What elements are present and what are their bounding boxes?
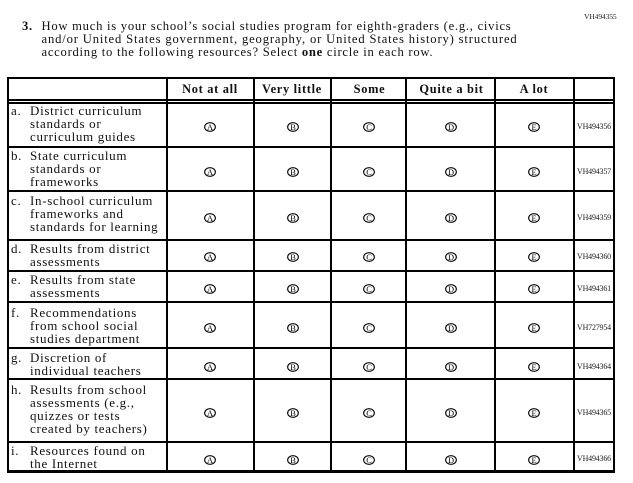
svg-text:C: C	[366, 285, 372, 294]
svg-text:D: D	[448, 214, 454, 223]
svg-text:A: A	[207, 363, 213, 372]
svg-text:D: D	[448, 455, 454, 464]
svg-text:E: E	[531, 455, 536, 464]
svg-text:C: C	[366, 214, 372, 223]
svg-text:D: D	[448, 285, 454, 294]
svg-text:B: B	[290, 123, 296, 132]
svg-text:C: C	[366, 252, 372, 261]
svg-text:B: B	[290, 285, 296, 294]
svg-text:D: D	[448, 324, 454, 333]
svg-text:A: A	[207, 324, 213, 333]
svg-text:C: C	[366, 324, 372, 333]
svg-text:B: B	[290, 324, 296, 333]
svg-text:C: C	[366, 455, 372, 464]
svg-text:E: E	[531, 123, 536, 132]
svg-text:A: A	[207, 455, 213, 464]
svg-text:E: E	[531, 168, 536, 177]
svg-text:C: C	[366, 363, 372, 372]
svg-text:D: D	[448, 409, 454, 418]
svg-text:A: A	[207, 168, 213, 177]
svg-text:B: B	[290, 252, 296, 261]
svg-text:B: B	[290, 168, 296, 177]
svg-text:A: A	[207, 252, 213, 261]
svg-text:B: B	[290, 409, 296, 418]
svg-text:D: D	[448, 252, 454, 261]
svg-text:E: E	[531, 324, 536, 333]
svg-text:E: E	[531, 252, 536, 261]
svg-text:D: D	[448, 123, 454, 132]
svg-text:E: E	[531, 363, 536, 372]
svg-text:E: E	[531, 285, 536, 294]
svg-text:C: C	[366, 168, 372, 177]
svg-text:D: D	[448, 363, 454, 372]
svg-text:A: A	[207, 214, 213, 223]
svg-text:C: C	[366, 123, 372, 132]
svg-text:A: A	[207, 285, 213, 294]
svg-text:E: E	[531, 214, 536, 223]
svg-text:B: B	[290, 363, 296, 372]
svg-text:D: D	[448, 168, 454, 177]
svg-text:A: A	[207, 123, 213, 132]
svg-text:C: C	[366, 409, 372, 418]
svg-text:E: E	[531, 409, 536, 418]
svg-text:B: B	[290, 214, 296, 223]
svg-text:B: B	[290, 455, 296, 464]
svg-text:A: A	[207, 409, 213, 418]
